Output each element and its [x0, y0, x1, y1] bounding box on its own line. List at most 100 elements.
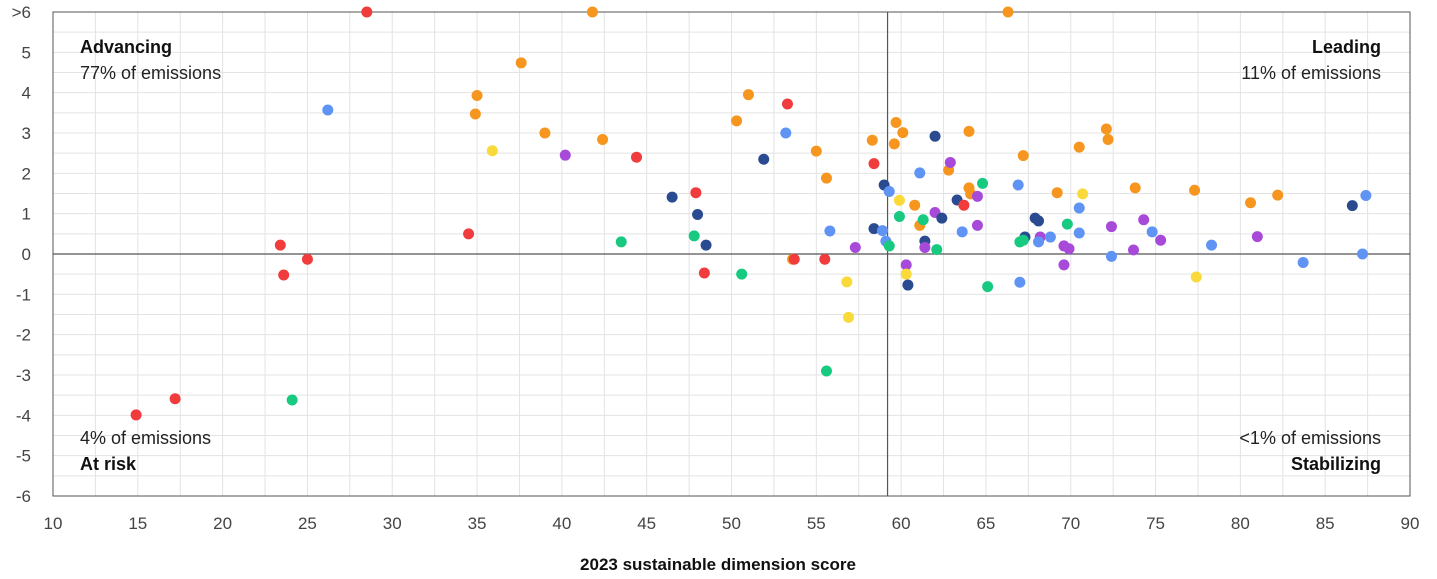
data-point — [631, 151, 643, 163]
data-point — [1105, 221, 1117, 233]
x-tick-label: 10 — [44, 514, 63, 533]
data-point — [977, 177, 989, 189]
x-tick-label: 20 — [213, 514, 232, 533]
data-point — [1189, 184, 1201, 196]
data-point — [944, 156, 956, 168]
y-tick-label: 5 — [22, 43, 31, 62]
data-point — [1063, 243, 1075, 255]
data-point — [690, 187, 702, 199]
data-point — [893, 194, 905, 206]
x-tick-label: 35 — [468, 514, 487, 533]
data-point — [559, 149, 571, 161]
x-tick-label: 60 — [892, 514, 911, 533]
data-point — [486, 145, 498, 157]
data-point — [1272, 189, 1284, 201]
data-point — [963, 125, 975, 137]
data-point — [736, 268, 748, 280]
data-point — [1077, 188, 1089, 200]
data-point — [810, 145, 822, 157]
data-point — [361, 6, 373, 18]
data-point — [274, 239, 286, 251]
data-point — [890, 117, 902, 129]
data-point — [971, 190, 983, 202]
quadrant-top-right-share: 11% of emissions — [1241, 63, 1381, 83]
quadrant-dividers — [53, 12, 1410, 496]
data-point — [897, 127, 909, 139]
data-point — [1138, 214, 1150, 226]
x-tick-label: 85 — [1316, 514, 1335, 533]
data-point — [1073, 141, 1085, 153]
x-tick-label: 25 — [298, 514, 317, 533]
data-point — [742, 89, 754, 101]
data-point — [902, 279, 914, 291]
quadrant-top-left-name: Advancing — [80, 37, 172, 57]
data-point — [1155, 234, 1167, 246]
x-tick-label: 45 — [637, 514, 656, 533]
data-point — [278, 269, 290, 281]
data-point — [883, 185, 895, 197]
x-axis-ticks: 10 15 20 25 30 35 40 45 50 55 60 65 70 75 80 85 90 — [44, 514, 1420, 533]
y-tick-label: 3 — [22, 124, 31, 143]
data-point — [688, 230, 700, 242]
data-point — [1190, 271, 1202, 283]
data-point — [1245, 197, 1257, 209]
x-tick-label: 65 — [976, 514, 995, 533]
quadrant-bottom-right-share: <1% of emissions — [1239, 428, 1381, 448]
data-point — [615, 236, 627, 248]
data-point — [958, 199, 970, 211]
data-point — [841, 276, 853, 288]
data-point — [1002, 6, 1014, 18]
quadrant-bottom-right-name: Stabilizing — [1291, 454, 1381, 474]
data-point — [1105, 250, 1117, 262]
quadrant-top-left-share: 77% of emissions — [80, 63, 221, 83]
x-tick-label: 30 — [383, 514, 402, 533]
data-point — [914, 167, 926, 179]
y-tick-label: -3 — [16, 366, 31, 385]
data-point — [900, 268, 912, 280]
data-point — [781, 98, 793, 110]
quadrant-bottom-left-name: At risk — [80, 454, 137, 474]
data-point — [780, 127, 792, 139]
data-point — [731, 115, 743, 127]
data-point — [883, 240, 895, 252]
data-point — [1061, 218, 1073, 230]
data-point — [1058, 259, 1070, 271]
data-point — [1073, 202, 1085, 214]
data-point — [692, 208, 704, 220]
data-point — [322, 104, 334, 116]
data-point — [929, 130, 941, 142]
y-tick-label: 4 — [22, 84, 31, 103]
data-point — [539, 127, 551, 139]
data-point — [876, 225, 888, 237]
data-point — [868, 158, 880, 170]
data-point — [130, 409, 142, 421]
data-point — [758, 153, 770, 165]
data-point — [1129, 182, 1141, 194]
data-point — [1357, 248, 1369, 260]
data-point — [666, 191, 678, 203]
data-point — [1100, 123, 1112, 135]
data-point — [1051, 187, 1063, 199]
data-point — [917, 214, 929, 226]
data-points — [130, 6, 1372, 421]
x-tick-label: 70 — [1061, 514, 1080, 533]
data-point — [1033, 236, 1045, 248]
data-point — [931, 244, 943, 256]
x-tick-label: 55 — [807, 514, 826, 533]
x-tick-label: 50 — [722, 514, 741, 533]
y-tick-label: -6 — [16, 487, 31, 506]
data-point — [868, 223, 880, 235]
data-point — [824, 225, 836, 237]
x-tick-label: 15 — [128, 514, 147, 533]
data-point — [301, 253, 313, 265]
quadrant-bottom-left-share: 4% of emissions — [80, 428, 211, 448]
data-point — [956, 226, 968, 238]
data-point — [700, 239, 712, 251]
data-point — [1102, 133, 1114, 145]
data-point — [169, 393, 181, 405]
data-point — [1206, 239, 1218, 251]
data-point — [888, 138, 900, 150]
data-point — [849, 242, 861, 254]
y-tick-label: 2 — [22, 164, 31, 183]
data-point — [1044, 231, 1056, 243]
